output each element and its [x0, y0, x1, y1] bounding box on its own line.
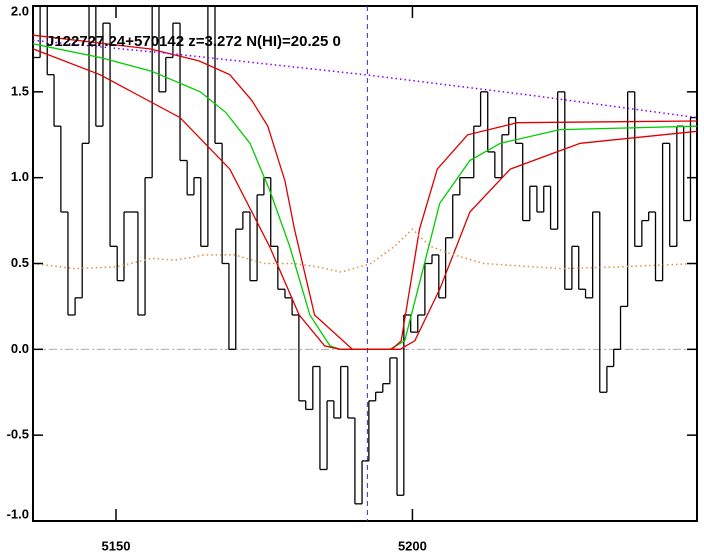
y-tick-label: 0.0: [11, 341, 29, 356]
model-curve: [33, 39, 697, 119]
model-curve: [33, 43, 697, 350]
model-curve: [33, 34, 697, 350]
x-tick-label: 5200: [398, 538, 427, 553]
y-tick-label: 0.5: [11, 255, 29, 270]
x-tick-label: 5150: [102, 538, 131, 553]
chart-title: J122727.24+570142 z=3.272 N(HI)=20.25 0: [46, 33, 341, 50]
y-tick-label: 2.0: [11, 3, 29, 18]
plot-area: [33, 6, 697, 521]
y-tick-label: 1.5: [11, 83, 29, 98]
y-tick-label: 1.0: [11, 169, 29, 184]
y-tick-label: -0.5: [7, 427, 29, 442]
model-curve: [33, 48, 697, 350]
model-curve: [33, 228, 697, 273]
y-tick-label: -1.0: [7, 506, 29, 521]
